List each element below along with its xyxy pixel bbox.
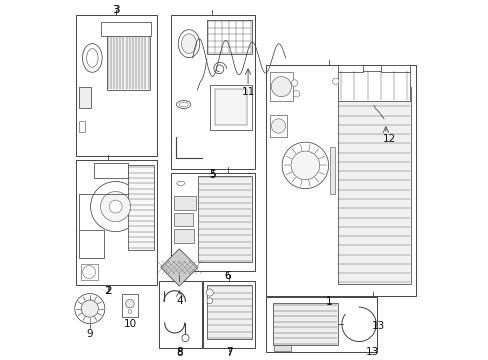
- Text: 2: 2: [105, 286, 112, 296]
- Circle shape: [182, 334, 189, 342]
- Bar: [338, 71, 409, 101]
- Circle shape: [293, 91, 299, 97]
- Circle shape: [291, 80, 297, 86]
- Bar: [122, 294, 138, 317]
- Bar: [273, 303, 337, 345]
- Bar: [384, 115, 393, 122]
- Circle shape: [282, 142, 328, 189]
- Bar: [101, 22, 151, 36]
- Circle shape: [90, 181, 141, 231]
- Circle shape: [75, 293, 104, 324]
- Bar: [79, 230, 104, 258]
- Ellipse shape: [176, 100, 190, 108]
- Circle shape: [290, 151, 319, 180]
- Bar: [215, 90, 247, 125]
- Text: 8: 8: [176, 348, 183, 358]
- Bar: [128, 165, 154, 249]
- Circle shape: [206, 289, 213, 296]
- Text: 8: 8: [176, 347, 183, 357]
- Ellipse shape: [178, 30, 199, 58]
- Bar: [265, 65, 415, 296]
- Text: 7: 7: [225, 347, 232, 357]
- Bar: [206, 285, 252, 339]
- Bar: [106, 29, 149, 90]
- Bar: [273, 345, 290, 351]
- Circle shape: [81, 300, 98, 317]
- Text: 6: 6: [224, 271, 230, 282]
- Ellipse shape: [82, 44, 102, 72]
- Bar: [270, 115, 287, 137]
- Text: 9: 9: [86, 329, 93, 339]
- Text: 10: 10: [123, 319, 136, 329]
- Text: 13: 13: [366, 347, 379, 357]
- Ellipse shape: [177, 181, 184, 185]
- Bar: [265, 297, 376, 352]
- Bar: [203, 281, 255, 348]
- Text: 1: 1: [325, 297, 331, 307]
- Text: 1: 1: [325, 296, 331, 306]
- Bar: [158, 281, 201, 348]
- Text: 3: 3: [112, 5, 119, 15]
- Circle shape: [206, 298, 212, 303]
- Circle shape: [271, 77, 291, 96]
- Text: 11: 11: [241, 87, 254, 97]
- Ellipse shape: [179, 102, 188, 107]
- Bar: [79, 121, 85, 132]
- Text: 2: 2: [104, 287, 111, 296]
- Bar: [338, 65, 362, 72]
- Bar: [171, 172, 255, 271]
- Text: 5: 5: [208, 169, 215, 179]
- Text: 13: 13: [371, 321, 385, 331]
- Bar: [380, 65, 409, 72]
- Circle shape: [332, 78, 338, 85]
- Circle shape: [101, 192, 130, 222]
- Circle shape: [82, 266, 95, 279]
- Ellipse shape: [86, 49, 98, 67]
- Bar: [79, 87, 90, 108]
- Bar: [94, 162, 128, 178]
- Bar: [173, 229, 193, 243]
- Ellipse shape: [181, 34, 196, 54]
- Text: 5: 5: [209, 170, 216, 180]
- Bar: [81, 264, 98, 280]
- Text: 12: 12: [382, 134, 395, 144]
- Text: 3: 3: [113, 5, 120, 15]
- Bar: [76, 15, 157, 157]
- Bar: [171, 15, 255, 169]
- Circle shape: [128, 310, 131, 313]
- Circle shape: [125, 299, 134, 308]
- Text: 7: 7: [225, 348, 232, 358]
- Bar: [173, 213, 192, 226]
- Bar: [329, 148, 334, 194]
- Text: 6: 6: [224, 271, 230, 281]
- Polygon shape: [161, 249, 198, 286]
- Bar: [337, 87, 410, 284]
- Bar: [198, 176, 251, 262]
- Text: 4: 4: [176, 296, 183, 306]
- Bar: [173, 196, 196, 210]
- Bar: [270, 72, 292, 101]
- Bar: [76, 160, 157, 285]
- Circle shape: [271, 119, 285, 133]
- Circle shape: [109, 200, 122, 213]
- Bar: [210, 85, 251, 130]
- Bar: [206, 21, 251, 54]
